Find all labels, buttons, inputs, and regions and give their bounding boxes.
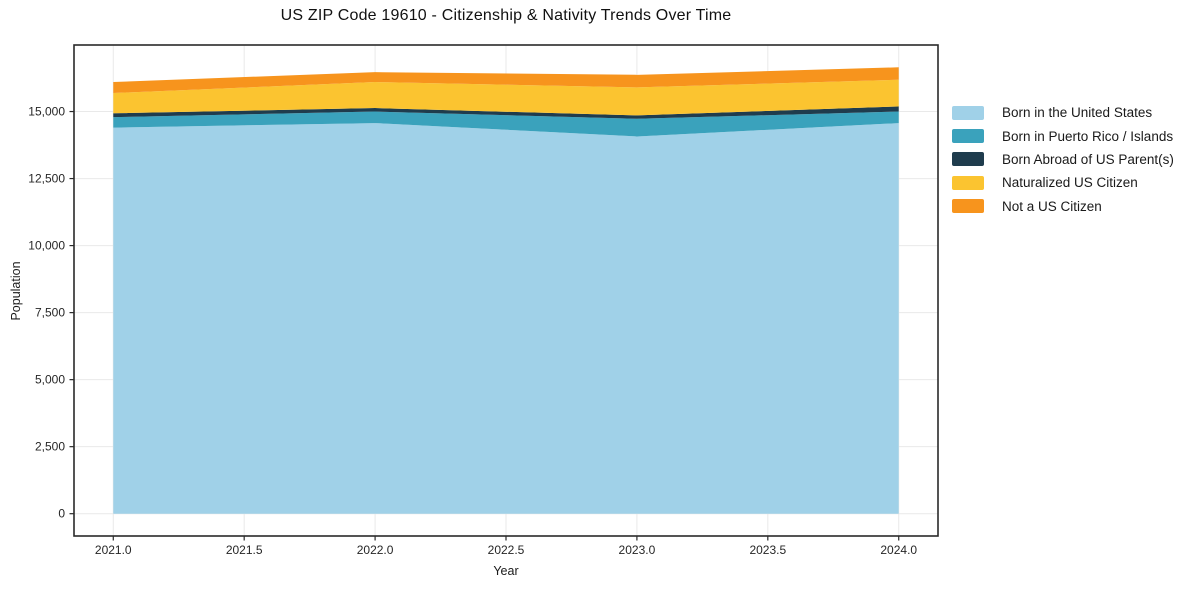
tick-marks: [69, 110, 900, 541]
x-tick-label: 2022.0: [357, 543, 394, 557]
legend: Born in the United States Born in Puerto …: [952, 101, 1174, 218]
y-tick-label: 10,000: [28, 239, 65, 253]
x-tick-label: 2023.0: [619, 543, 656, 557]
tick-labels: 2021.0 2021.5 2022.0 2022.5 2023.0 2023.5 2024…: [28, 105, 917, 557]
chart-title: US ZIP Code 19610 - Citizenship & Nativi…: [280, 7, 732, 24]
y-tick-label: 5,000: [35, 373, 65, 387]
x-tick-label: 2021.5: [226, 543, 263, 557]
area-layer: [113, 79, 899, 116]
x-axis-label: Year: [493, 564, 519, 578]
x-tick-label: 2022.5: [488, 543, 525, 557]
y-tick-label: 2,500: [35, 440, 65, 454]
y-tick-label: 15,000: [28, 105, 65, 119]
area-layer: [113, 123, 899, 514]
legend-label: Born Abroad of US Parent(s): [1002, 151, 1174, 167]
legend-swatch: [952, 175, 984, 190]
x-tick-label: 2021.0: [95, 543, 132, 557]
area-layer: [113, 67, 899, 94]
legend-item: Born in the United States: [952, 101, 1174, 124]
legend-swatch: [952, 199, 984, 214]
y-axis-label: Population: [9, 261, 23, 321]
legend-swatch: [952, 105, 984, 120]
legend-label: Naturalized US Citizen: [1002, 175, 1138, 191]
legend-item: Naturalized US Citizen: [952, 171, 1174, 194]
legend-item: Not a US Citizen: [952, 195, 1174, 218]
area-layer: [113, 106, 899, 119]
y-tick-label: 7,500: [35, 306, 65, 320]
legend-label: Not a US Citizen: [1002, 198, 1102, 214]
x-tick-label: 2024.0: [880, 543, 917, 557]
x-tick-label: 2023.5: [749, 543, 786, 557]
legend-swatch: [952, 152, 984, 167]
y-tick-label: 0: [58, 507, 65, 521]
legend-item: Born Abroad of US Parent(s): [952, 148, 1174, 171]
legend-label: Born in Puerto Rico / Islands: [1002, 128, 1174, 144]
legend-swatch: [952, 129, 984, 144]
legend-item: Born in Puerto Rico / Islands: [952, 124, 1174, 147]
area-layer: [113, 111, 899, 137]
legend-label: Born in the United States: [1002, 105, 1153, 121]
stacked-areas: [113, 67, 899, 514]
y-tick-label: 12,500: [28, 172, 65, 186]
